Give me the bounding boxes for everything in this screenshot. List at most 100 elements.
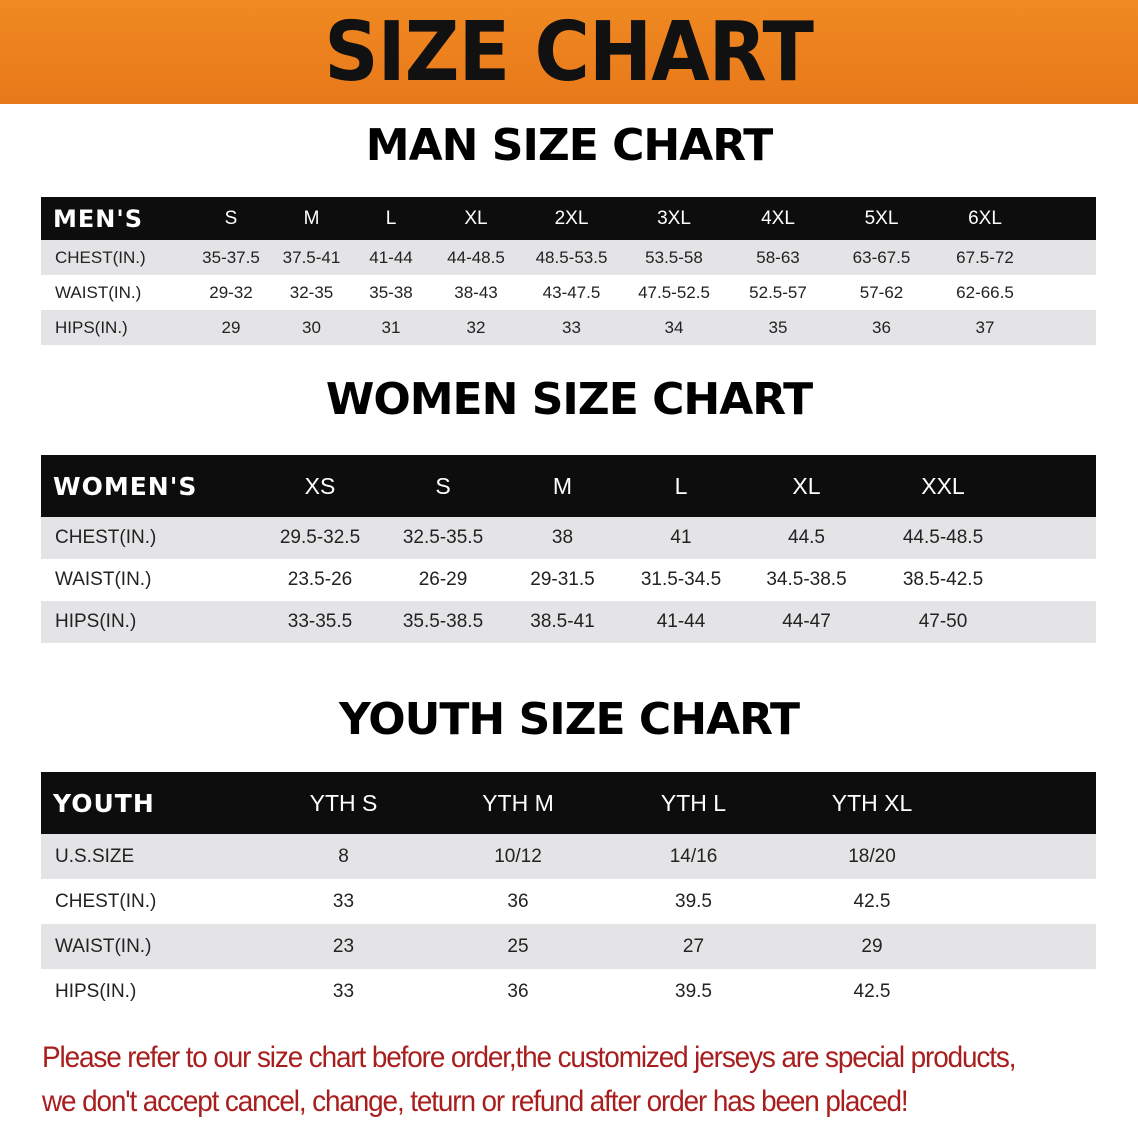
table-cell: 39.5 — [605, 969, 782, 1014]
table-cell: 38.5-41 — [504, 601, 621, 643]
table-row: WAIST(IN.) 23.5-26 26-29 29-31.5 31.5-34.5 34… — [41, 559, 1096, 601]
notice-line-1: Please refer to our size chart before or… — [42, 1041, 1016, 1074]
header-size: M — [504, 455, 621, 517]
header-size: 5XL — [830, 197, 933, 240]
empty-header-cell — [962, 772, 1096, 834]
table-cell: 35.5-38.5 — [382, 601, 504, 643]
table-cell: 29.5-32.5 — [258, 517, 382, 559]
empty-cell — [1014, 517, 1096, 559]
table-cell: 36 — [431, 969, 605, 1014]
empty-cell — [962, 834, 1096, 879]
empty-cell — [1014, 559, 1096, 601]
header-label: WOMEN'S — [41, 455, 258, 517]
table-cell: 44-48.5 — [431, 240, 521, 275]
header-size: S — [382, 455, 504, 517]
table-header-row: MEN'S S M L XL 2XL 3XL 4XL 5XL 6XL — [41, 197, 1096, 240]
header-size: 4XL — [726, 197, 830, 240]
table-row: CHEST(IN.) 29.5-32.5 32.5-35.5 38 41 44.5 44.5… — [41, 517, 1096, 559]
table-cell: 44-47 — [741, 601, 872, 643]
table-cell: 31.5-34.5 — [621, 559, 741, 601]
table-cell: 35-38 — [351, 275, 431, 310]
table-cell: 34.5-38.5 — [741, 559, 872, 601]
empty-cell — [962, 969, 1096, 1014]
table-cell: 23.5-26 — [258, 559, 382, 601]
table-cell: 8 — [256, 834, 431, 879]
table-header-row: WOMEN'S XS S M L XL XXL — [41, 455, 1096, 517]
table-row: HIPS(IN.) 33-35.5 35.5-38.5 38.5-41 41-44 44-… — [41, 601, 1096, 643]
header-size: 3XL — [622, 197, 726, 240]
empty-cell — [1037, 240, 1096, 275]
youth-size-table: YOUTH YTH S YTH M YTH L YTH XL U.S.SIZE 8 10/1… — [41, 772, 1096, 1014]
table-cell: 33-35.5 — [258, 601, 382, 643]
header-size: S — [190, 197, 272, 240]
row-label: WAIST(IN.) — [41, 559, 258, 601]
table-row: CHEST(IN.) 35-37.5 37.5-41 41-44 44-48.5 48.5… — [41, 240, 1096, 275]
table-cell: 43-47.5 — [521, 275, 622, 310]
order-notice: Please refer to our size chart before or… — [42, 1036, 1056, 1124]
empty-header-cell — [1014, 455, 1096, 517]
header-size: XXL — [872, 455, 1014, 517]
empty-cell — [1037, 310, 1096, 345]
table-cell: 29-32 — [190, 275, 272, 310]
table-cell: 58-63 — [726, 240, 830, 275]
header-size: XL — [741, 455, 872, 517]
table-cell: 42.5 — [782, 969, 962, 1014]
table-cell: 41-44 — [621, 601, 741, 643]
table-cell: 39.5 — [605, 879, 782, 924]
table-cell: 18/20 — [782, 834, 962, 879]
header-size: L — [351, 197, 431, 240]
header-size: M — [272, 197, 351, 240]
table-cell: 35 — [726, 310, 830, 345]
table-cell: 31 — [351, 310, 431, 345]
header-size: YTH S — [256, 772, 431, 834]
row-label: CHEST(IN.) — [41, 517, 258, 559]
men-section-title: MAN SIZE CHART — [365, 120, 773, 171]
table-row: CHEST(IN.) 33 36 39.5 42.5 — [41, 879, 1096, 924]
empty-header-cell — [1037, 197, 1096, 240]
table-cell: 37.5-41 — [272, 240, 351, 275]
table-cell: 41-44 — [351, 240, 431, 275]
table-cell: 33 — [256, 879, 431, 924]
table-cell: 29-31.5 — [504, 559, 621, 601]
header-label: MEN'S — [41, 197, 190, 240]
table-cell: 37 — [933, 310, 1037, 345]
table-cell: 38-43 — [431, 275, 521, 310]
table-cell: 32 — [431, 310, 521, 345]
row-label: U.S.SIZE — [41, 834, 256, 879]
table-cell: 47-50 — [872, 601, 1014, 643]
table-cell: 67.5-72 — [933, 240, 1037, 275]
table-cell: 33 — [521, 310, 622, 345]
header-size: XS — [258, 455, 382, 517]
table-header-row: YOUTH YTH S YTH M YTH L YTH XL — [41, 772, 1096, 834]
row-label: HIPS(IN.) — [41, 310, 190, 345]
row-label: WAIST(IN.) — [41, 924, 256, 969]
table-row: HIPS(IN.) 33 36 39.5 42.5 — [41, 969, 1096, 1014]
table-cell: 29 — [782, 924, 962, 969]
table-cell: 33 — [256, 969, 431, 1014]
table-cell: 44.5 — [741, 517, 872, 559]
table-cell: 14/16 — [605, 834, 782, 879]
table-row: WAIST(IN.) 29-32 32-35 35-38 38-43 43-47.5 47.… — [41, 275, 1096, 310]
table-cell: 44.5-48.5 — [872, 517, 1014, 559]
header-label: YOUTH — [41, 772, 256, 834]
header-size: YTH M — [431, 772, 605, 834]
table-cell: 38 — [504, 517, 621, 559]
youth-section-title: YOUTH SIZE CHART — [338, 694, 800, 745]
table-cell: 42.5 — [782, 879, 962, 924]
row-label: HIPS(IN.) — [41, 601, 258, 643]
table-cell: 63-67.5 — [830, 240, 933, 275]
empty-cell — [962, 924, 1096, 969]
table-cell: 30 — [272, 310, 351, 345]
table-cell: 62-66.5 — [933, 275, 1037, 310]
table-row: U.S.SIZE 8 10/12 14/16 18/20 — [41, 834, 1096, 879]
table-cell: 23 — [256, 924, 431, 969]
table-cell: 35-37.5 — [190, 240, 272, 275]
women-section-title: WOMEN SIZE CHART — [325, 374, 813, 425]
table-cell: 48.5-53.5 — [521, 240, 622, 275]
table-cell: 36 — [431, 879, 605, 924]
table-cell: 53.5-58 — [622, 240, 726, 275]
table-cell: 25 — [431, 924, 605, 969]
table-cell: 32.5-35.5 — [382, 517, 504, 559]
table-cell: 26-29 — [382, 559, 504, 601]
row-label: CHEST(IN.) — [41, 240, 190, 275]
